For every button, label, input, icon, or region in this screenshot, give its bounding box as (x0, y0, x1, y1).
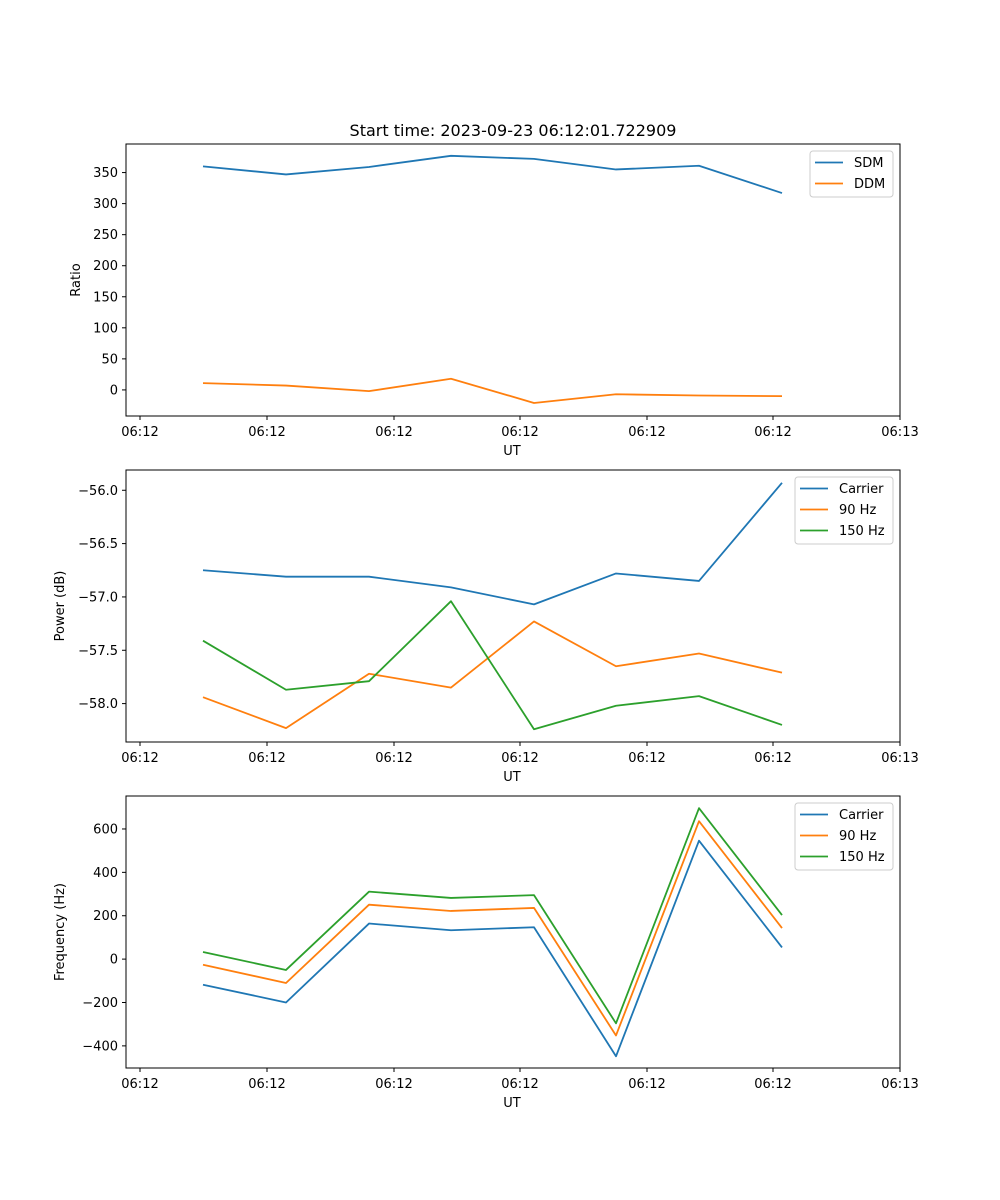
y-tick-label: −400 (82, 1039, 118, 1054)
series-line-ddm (202, 377, 783, 404)
legend-label: 90 Hz (839, 829, 876, 844)
x-tick-label: 06:12 (501, 1077, 538, 1092)
legend-label: DDM (854, 177, 885, 192)
x-tick-label: 06:12 (121, 425, 158, 440)
y-tick-label: 150 (93, 290, 118, 305)
legend-label: 150 Hz (839, 850, 885, 865)
x-axis-label: UT (503, 770, 521, 785)
x-tick-label: 06:12 (248, 1077, 285, 1092)
y-tick-label: 300 (93, 197, 118, 212)
series-line-90-hz (202, 620, 783, 730)
legend-label: Carrier (839, 482, 884, 497)
legend-box (794, 476, 894, 545)
x-tick-label: 06:12 (121, 1077, 158, 1092)
y-tick-label: 100 (93, 321, 118, 336)
y-tick-label: −56.5 (78, 537, 118, 552)
x-tick-label: 06:12 (754, 425, 791, 440)
y-tick-label: 0 (110, 383, 118, 398)
y-tick-label: 400 (93, 866, 118, 881)
y-tick-label: 200 (93, 909, 118, 924)
x-tick-label: 06:12 (754, 751, 791, 766)
y-tick-label: −57.0 (78, 590, 118, 605)
legend-label: SDM (854, 156, 883, 171)
series-line-150-hz (202, 807, 783, 1025)
x-tick-label: 06:12 (375, 1077, 412, 1092)
y-tick-label: 350 (93, 166, 118, 181)
x-tick-label: 06:12 (628, 751, 665, 766)
legend-label: 90 Hz (839, 503, 876, 518)
y-tick-label: −58.0 (78, 697, 118, 712)
x-tick-label: 06:12 (121, 751, 158, 766)
series-line-150-hz (202, 600, 783, 731)
axes-frame (125, 795, 901, 1069)
legend-label: 150 Hz (839, 524, 885, 539)
x-axis-label: UT (503, 1096, 521, 1111)
y-tick-label: 600 (93, 822, 118, 837)
x-tick-label: 06:12 (248, 751, 285, 766)
x-tick-label: 06:12 (501, 751, 538, 766)
y-tick-label: 200 (93, 259, 118, 274)
subplot-1: 06:12 06:12 06:12 06:12 06:12 06:12 06:13 0 50 10… (69, 143, 919, 459)
y-axis-label: Frequency (Hz) (53, 883, 68, 981)
x-tick-label: 06:13 (881, 751, 918, 766)
x-tick-label: 06:12 (754, 1077, 791, 1092)
legend-label: Carrier (839, 808, 884, 823)
y-tick-label: −57.5 (78, 644, 118, 659)
series-line-sdm (202, 154, 783, 194)
y-axis-label: Power (dB) (53, 571, 68, 642)
legend: Carrier 90 Hz 150 Hz (794, 802, 894, 871)
y-tick-label: 50 (101, 352, 118, 367)
series-line-carrier (202, 839, 783, 1058)
legend: SDM DDM (809, 150, 894, 198)
y-tick-label: −200 (82, 996, 118, 1011)
x-tick-label: 06:12 (501, 425, 538, 440)
x-tick-label: 06:13 (881, 1077, 918, 1092)
x-tick-label: 06:12 (628, 1077, 665, 1092)
y-tick-label: −56.0 (78, 484, 118, 499)
chart-title: Start time: 2023-09-23 06:12:01.722909 (350, 121, 677, 140)
x-tick-label: 06:12 (628, 425, 665, 440)
subplot-2: 06:12 06:12 06:12 06:12 06:12 06:12 06:13 −58.0… (53, 469, 919, 785)
series-line-90-hz (202, 820, 783, 1037)
legend-box (794, 802, 894, 871)
x-axis-label: UT (503, 444, 521, 459)
x-tick-label: 06:12 (248, 425, 285, 440)
axes-frame (125, 469, 901, 743)
x-tick-label: 06:12 (375, 751, 412, 766)
x-tick-label: 06:12 (375, 425, 412, 440)
legend: Carrier 90 Hz 150 Hz (794, 476, 894, 545)
y-tick-label: 250 (93, 228, 118, 243)
y-tick-label: 0 (110, 953, 118, 968)
subplot-3: 06:12 06:12 06:12 06:12 06:12 06:12 06:13 −400 −… (53, 795, 919, 1111)
y-axis-label: Ratio (69, 263, 84, 296)
x-tick-label: 06:13 (881, 425, 918, 440)
axes-frame (125, 143, 901, 417)
series-line-carrier (202, 482, 783, 606)
